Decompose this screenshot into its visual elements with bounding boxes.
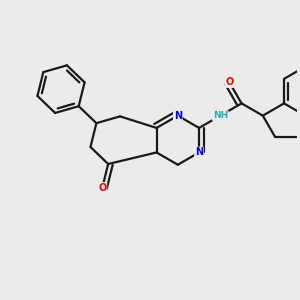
Text: O: O bbox=[98, 183, 106, 193]
Text: NH: NH bbox=[213, 111, 228, 120]
Text: N: N bbox=[174, 111, 182, 121]
Text: O: O bbox=[225, 77, 233, 87]
Text: N: N bbox=[195, 148, 203, 158]
